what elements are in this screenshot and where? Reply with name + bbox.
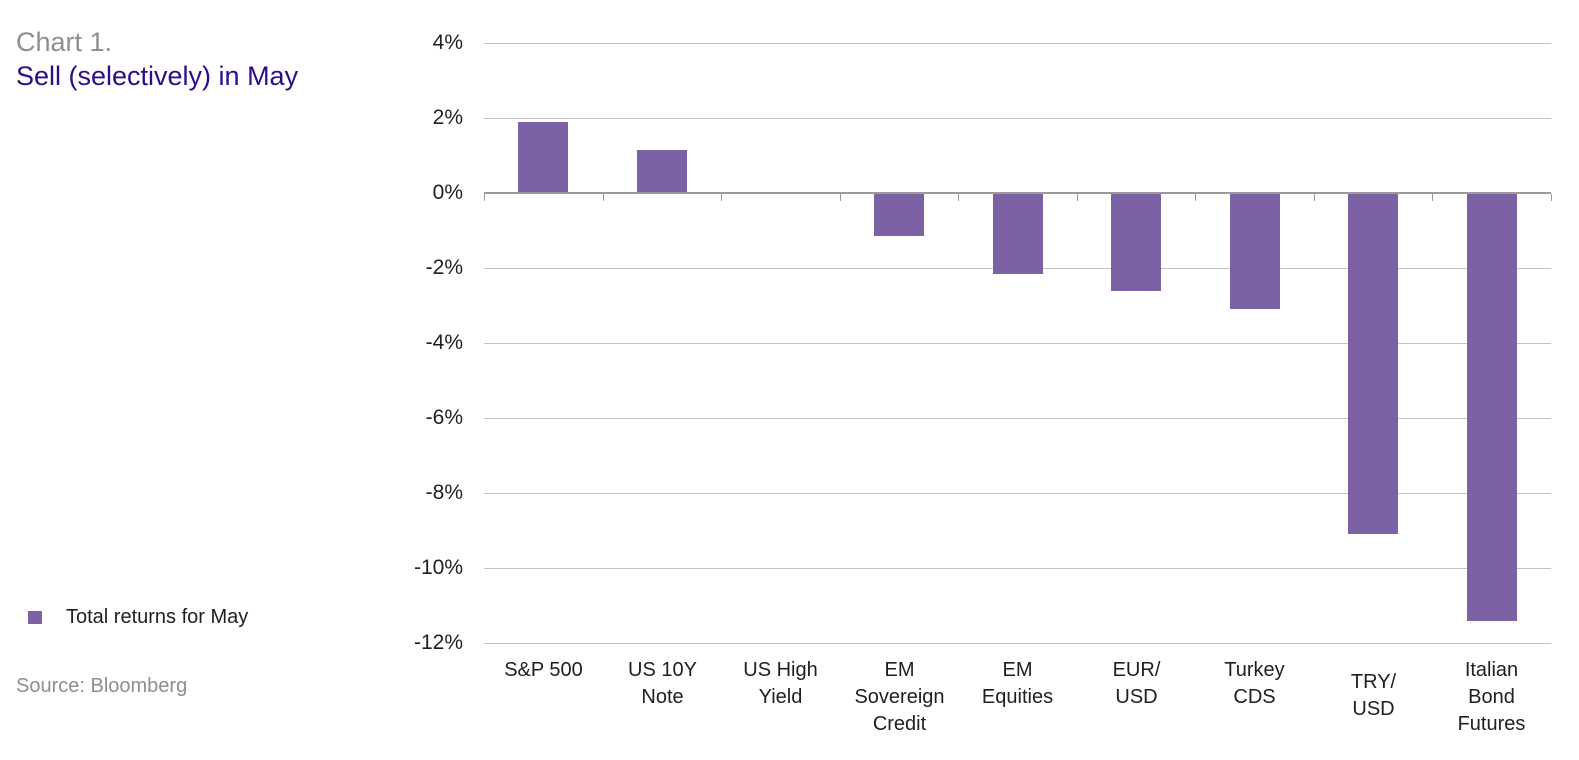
bar (637, 150, 687, 193)
axis-tick (603, 194, 604, 201)
axis-tick (1195, 194, 1196, 201)
y-axis-tick-label: -10% (413, 556, 463, 579)
x-axis-category-label: TRY/ USD (1350, 671, 1397, 720)
y-axis-tick-label: -4% (425, 331, 463, 354)
bar (874, 193, 924, 236)
bar (518, 122, 568, 193)
y-axis-tick-label: -8% (425, 481, 463, 504)
y-axis-tick-label: 2% (432, 106, 463, 129)
chart-number-title: Chart 1. (16, 27, 113, 57)
source-attribution: Source: Bloomberg (16, 675, 188, 697)
y-axis-tick-label: -12% (413, 631, 463, 654)
x-axis-category-label: EUR/ USD (1112, 659, 1161, 708)
y-axis-tick-label: 4% (432, 31, 463, 54)
bar (1348, 193, 1398, 534)
bar (1230, 193, 1280, 309)
gridline (484, 118, 1551, 119)
gridline (484, 493, 1551, 494)
x-axis-category-label: EM Equities (981, 659, 1054, 708)
gridline (484, 418, 1551, 419)
x-axis-category-label: US 10Y Note (628, 659, 697, 708)
axis-tick (1314, 194, 1315, 201)
bar (1111, 193, 1161, 291)
chart-subtitle: Sell (selectively) in May (16, 61, 299, 91)
gridline (484, 43, 1551, 44)
x-axis-category-label: S&P 500 (504, 659, 583, 681)
legend: Total returns for May (28, 606, 248, 629)
axis-tick (1551, 194, 1552, 201)
axis-tick (484, 194, 485, 201)
y-axis-tick-label: 0% (432, 181, 463, 204)
axis-tick (958, 194, 959, 201)
y-axis-tick-label: -6% (425, 406, 463, 429)
gridline (484, 643, 1551, 644)
x-axis-category-label: EM Sovereign Credit (854, 659, 945, 735)
gridline (484, 568, 1551, 569)
axis-tick (1077, 194, 1078, 201)
legend-swatch-icon (28, 611, 42, 624)
axis-tick (840, 194, 841, 201)
bar (993, 193, 1043, 274)
legend-label: Total returns for May (66, 606, 249, 628)
x-axis-category-label: Italian Bond Futures (1457, 659, 1526, 735)
gridline (484, 343, 1551, 344)
x-axis-category-label: US High Yield (743, 659, 818, 708)
axis-tick (721, 194, 722, 201)
axis-tick (1432, 194, 1433, 201)
bar (1467, 193, 1517, 621)
zero-axis-line (484, 192, 1551, 194)
y-axis-tick-label: -2% (425, 256, 463, 279)
x-axis-category-label: Turkey CDS (1224, 659, 1285, 708)
